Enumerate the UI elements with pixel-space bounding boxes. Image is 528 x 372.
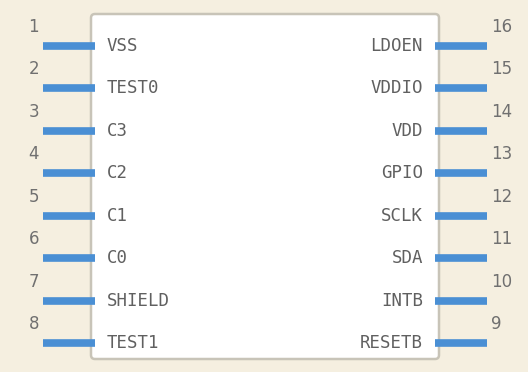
Text: SHIELD: SHIELD bbox=[107, 292, 170, 310]
Text: LDOEN: LDOEN bbox=[371, 37, 423, 55]
Text: 2: 2 bbox=[29, 60, 39, 78]
Text: VSS: VSS bbox=[107, 37, 138, 55]
Text: RESETB: RESETB bbox=[360, 334, 423, 352]
Text: INTB: INTB bbox=[381, 292, 423, 310]
Text: 12: 12 bbox=[491, 188, 512, 206]
Text: TEST1: TEST1 bbox=[107, 334, 159, 352]
FancyBboxPatch shape bbox=[91, 14, 439, 359]
Text: C0: C0 bbox=[107, 249, 128, 267]
Text: TEST0: TEST0 bbox=[107, 80, 159, 97]
Text: 4: 4 bbox=[29, 145, 39, 163]
Text: VDD: VDD bbox=[391, 122, 423, 140]
Text: GPIO: GPIO bbox=[381, 164, 423, 182]
Text: 8: 8 bbox=[29, 315, 39, 333]
Text: 13: 13 bbox=[491, 145, 512, 163]
Text: 5: 5 bbox=[29, 188, 39, 206]
Text: C3: C3 bbox=[107, 122, 128, 140]
Text: 7: 7 bbox=[29, 273, 39, 291]
Text: 11: 11 bbox=[491, 230, 512, 248]
Text: SCLK: SCLK bbox=[381, 207, 423, 225]
Text: 3: 3 bbox=[29, 103, 39, 121]
Text: 6: 6 bbox=[29, 230, 39, 248]
Text: VDDIO: VDDIO bbox=[371, 80, 423, 97]
Text: 9: 9 bbox=[491, 315, 502, 333]
Text: 15: 15 bbox=[491, 60, 512, 78]
Text: 1: 1 bbox=[29, 18, 39, 36]
Text: 16: 16 bbox=[491, 18, 512, 36]
Text: 10: 10 bbox=[491, 273, 512, 291]
Text: C2: C2 bbox=[107, 164, 128, 182]
Text: SDA: SDA bbox=[391, 249, 423, 267]
Text: 14: 14 bbox=[491, 103, 512, 121]
Text: C1: C1 bbox=[107, 207, 128, 225]
